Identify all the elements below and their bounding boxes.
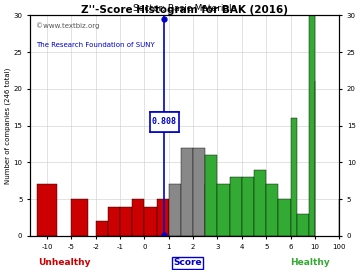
Bar: [230, 177, 242, 236]
Title: Z''-Score Histogram for BAK (2016): Z''-Score Histogram for BAK (2016): [81, 5, 288, 15]
Bar: [132, 199, 144, 236]
Bar: [37, 184, 57, 236]
Bar: [205, 155, 217, 236]
Bar: [120, 207, 132, 236]
Bar: [205, 184, 217, 236]
Bar: [144, 207, 157, 236]
Bar: [157, 199, 169, 236]
FancyBboxPatch shape: [149, 112, 179, 132]
Bar: [297, 214, 309, 236]
Text: Score: Score: [173, 258, 202, 267]
Bar: [217, 184, 230, 236]
Y-axis label: Number of companies (246 total): Number of companies (246 total): [4, 68, 11, 184]
Text: The Research Foundation of SUNY: The Research Foundation of SUNY: [36, 42, 155, 48]
Bar: [266, 184, 278, 236]
Bar: [309, 15, 315, 236]
Text: Sector: Basic Materials: Sector: Basic Materials: [133, 4, 236, 13]
Bar: [193, 148, 205, 236]
Bar: [169, 184, 181, 236]
Bar: [181, 148, 193, 236]
Text: Unhealthy: Unhealthy: [39, 258, 91, 267]
Bar: [217, 214, 230, 236]
Bar: [242, 177, 254, 236]
Bar: [72, 199, 88, 236]
Bar: [108, 207, 120, 236]
Bar: [278, 199, 291, 236]
Text: Healthy: Healthy: [290, 258, 329, 267]
Bar: [96, 221, 108, 236]
Text: 0.808: 0.808: [152, 117, 177, 126]
Text: ©www.textbiz.org: ©www.textbiz.org: [36, 22, 100, 29]
Bar: [254, 170, 266, 236]
Bar: [291, 118, 297, 236]
